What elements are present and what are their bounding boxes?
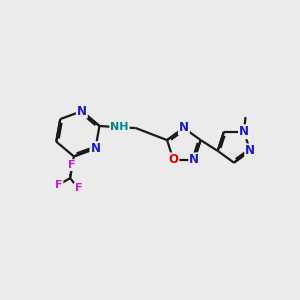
- Text: O: O: [169, 153, 178, 167]
- Text: N: N: [77, 105, 87, 118]
- Text: N: N: [179, 122, 189, 134]
- Text: NH: NH: [110, 122, 129, 132]
- Text: N: N: [91, 142, 100, 155]
- Text: N: N: [239, 125, 249, 138]
- Text: N: N: [189, 153, 199, 167]
- Text: F: F: [68, 160, 76, 170]
- Text: F: F: [55, 180, 62, 190]
- Text: F: F: [75, 183, 83, 193]
- Text: N: N: [245, 144, 255, 158]
